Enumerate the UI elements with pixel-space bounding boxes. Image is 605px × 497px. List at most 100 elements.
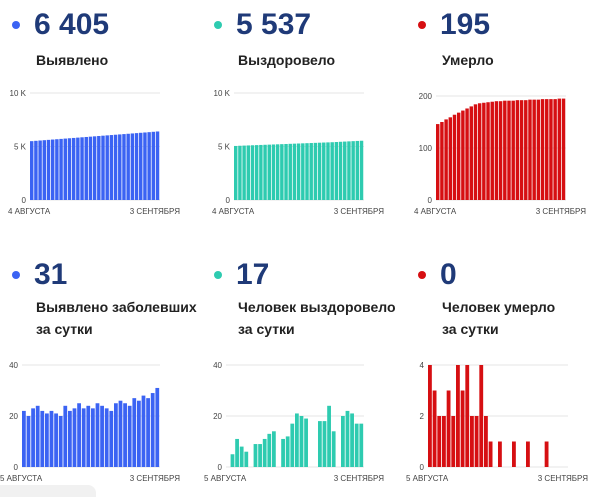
- bar: [67, 138, 72, 200]
- chart-deaths-daily: 4 2 0 5 АВГУСТА 3 СЕНТЯБРЯ: [406, 361, 588, 483]
- bar: [553, 99, 557, 200]
- bar: [31, 408, 35, 467]
- x-tick-label: 5 АВГУСТА: [0, 474, 43, 483]
- bar: [235, 438, 239, 467]
- bar: [113, 134, 118, 200]
- chart-detected-daily: 40 20 0 5 АВГУСТА 3 СЕНТЯБРЯ: [0, 361, 180, 483]
- series-dot-icon: [12, 21, 20, 29]
- bar: [81, 408, 86, 467]
- panel-recovered-total: 5 537 Выздоровело: [214, 0, 394, 230]
- stat-label-line: Выявлено: [36, 52, 109, 68]
- bar: [322, 142, 326, 200]
- bar: [71, 137, 76, 200]
- bar: [104, 408, 109, 467]
- bar: [544, 441, 549, 467]
- bar: [296, 143, 301, 200]
- bar: [132, 398, 137, 467]
- bar: [486, 102, 490, 200]
- chart-detected-total: 10 K 5 K 0 4 АВГУСТА 3 СЕНТЯБРЯ: [8, 89, 180, 216]
- bar: [444, 119, 448, 200]
- bar: [317, 142, 322, 200]
- y-tick-label: 20: [9, 412, 18, 421]
- bar: [440, 122, 444, 200]
- chart-deaths-total: 200 100 0 4 АВГУСТА 3 СЕНТЯБРЯ: [414, 92, 586, 216]
- bar: [143, 132, 147, 200]
- stat-value: 5 537: [236, 8, 312, 41]
- bar: [242, 145, 246, 200]
- bar: [88, 136, 93, 200]
- stat-label-line: Человек умерло: [442, 299, 556, 315]
- bar: [284, 143, 288, 200]
- y-tick-label: 0: [218, 463, 223, 472]
- bar: [130, 133, 135, 200]
- bar: [490, 101, 494, 200]
- stat-label: Выздоровело: [238, 49, 335, 71]
- bar: [461, 110, 465, 200]
- bar: [355, 140, 360, 200]
- panel-deaths-daily: 0 Человек умерло за сутки: [418, 250, 598, 497]
- bar: [59, 138, 63, 200]
- bar: [246, 145, 251, 200]
- stat-row: 5 537: [214, 8, 311, 42]
- bar: [345, 410, 350, 467]
- y-tick-label: 0: [14, 463, 19, 472]
- bar: [498, 441, 502, 467]
- stat-label-line: за сутки: [238, 321, 295, 337]
- bar: [22, 410, 26, 467]
- x-tick-label: 5 АВГУСТА: [204, 474, 247, 483]
- bar: [507, 100, 511, 200]
- x-tick-label: 4 АВГУСТА: [414, 207, 457, 216]
- bar: [448, 117, 453, 200]
- y-tick-label: 2: [420, 412, 425, 421]
- bar: [432, 390, 437, 467]
- y-tick-label: 10 K: [10, 89, 27, 98]
- bar: [259, 144, 263, 200]
- bar: [285, 436, 290, 467]
- panel-recovered-daily: 17 Человек выздоровело за сутки: [214, 250, 396, 497]
- stat-label-line: Умерло: [442, 52, 494, 68]
- bar: [482, 102, 486, 200]
- bar: [275, 144, 280, 200]
- y-tick-label: 4: [420, 361, 425, 370]
- bar: [347, 141, 351, 200]
- bar: [536, 99, 541, 200]
- bar: [150, 393, 155, 467]
- bar: [50, 139, 55, 200]
- stat-label: Выявлено заболевших за сутки: [36, 296, 197, 340]
- x-tick-label: 3 СЕНТЯБРЯ: [334, 207, 384, 216]
- bar: [528, 99, 532, 200]
- bar: [40, 410, 45, 467]
- bar: [359, 423, 364, 467]
- bar: [354, 423, 359, 467]
- stat-label-line: за сутки: [442, 321, 499, 337]
- bar: [470, 416, 474, 467]
- y-tick-label: 0: [428, 196, 433, 205]
- bar: [477, 103, 482, 200]
- bar: [63, 405, 68, 467]
- bar: [288, 143, 292, 200]
- bar: [322, 421, 327, 467]
- bar: [557, 98, 562, 200]
- stat-label-line: за сутки: [36, 321, 93, 337]
- bar: [436, 124, 440, 200]
- bar: [122, 134, 126, 200]
- y-tick-label: 20: [213, 412, 222, 421]
- bar: [58, 416, 63, 467]
- bar: [280, 144, 284, 200]
- bar: [519, 100, 524, 200]
- bar: [526, 441, 530, 467]
- bar: [452, 114, 457, 200]
- x-tick-label: 3 СЕНТЯБРЯ: [130, 207, 180, 216]
- bar: [305, 143, 309, 200]
- corner-tab: [0, 485, 96, 497]
- bar: [549, 99, 553, 200]
- bar: [532, 99, 536, 200]
- bar: [105, 135, 109, 200]
- bar: [442, 416, 446, 467]
- bar: [512, 441, 516, 467]
- series-dot-icon: [12, 271, 20, 279]
- bar: [545, 99, 549, 200]
- bar: [290, 423, 295, 467]
- bar: [473, 104, 478, 200]
- stat-label: Умерло: [442, 49, 494, 71]
